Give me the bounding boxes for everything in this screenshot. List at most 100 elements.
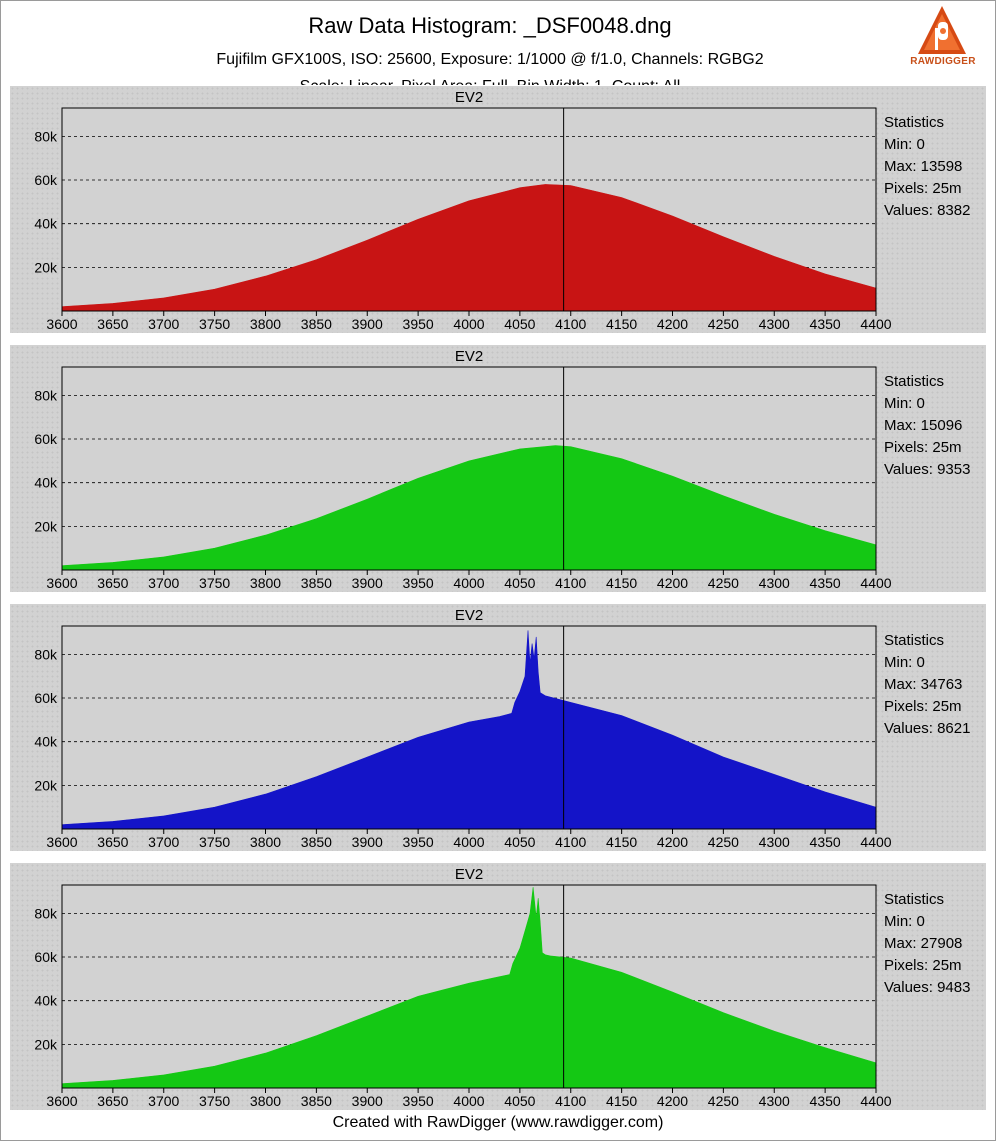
x-tick-label: 4350 bbox=[810, 316, 841, 332]
footer-credit: Created with RawDigger (www.rawdigger.co… bbox=[332, 1114, 664, 1131]
x-tick-label: 4000 bbox=[453, 575, 484, 591]
stats-values: Values: 8382 bbox=[884, 202, 971, 219]
x-tick-label: 4250 bbox=[708, 316, 739, 332]
histogram-area-G2 bbox=[61, 887, 877, 1089]
histogram-panel-red: 20k 40k 60k 80k EV2 3600 3650 3700 3750 3800 3850 3… bbox=[10, 86, 986, 333]
x-tick-label: 3650 bbox=[97, 316, 128, 332]
x-tick-label: 3900 bbox=[352, 1093, 383, 1109]
y-tick-label: 20k bbox=[34, 518, 58, 534]
x-tick-label: 4300 bbox=[759, 1093, 790, 1109]
y-tick-label: 80k bbox=[34, 128, 58, 144]
x-tick-label: 4050 bbox=[504, 834, 535, 850]
x-tick-label: 3950 bbox=[403, 1093, 434, 1109]
x-tick-label: 3600 bbox=[46, 1093, 77, 1109]
x-tick-label: 3650 bbox=[97, 1093, 128, 1109]
x-tick-label: 3850 bbox=[301, 316, 332, 332]
x-tick-label: 4150 bbox=[606, 1093, 637, 1109]
x-tick-label: 4200 bbox=[657, 316, 688, 332]
x-tick-label: 4200 bbox=[657, 575, 688, 591]
histogram-area-G bbox=[61, 445, 877, 571]
x-tick-label: 4150 bbox=[606, 575, 637, 591]
x-tick-label: 3700 bbox=[148, 316, 179, 332]
stats-block: Statistics Min: 0 Max: 13598 Pixels: 25m… bbox=[884, 112, 970, 222]
stats-pixels: Pixels: 25m bbox=[884, 957, 962, 974]
x-tick-label: 4250 bbox=[708, 575, 739, 591]
logo-wordmark: RAWDIGGER bbox=[910, 56, 976, 67]
x-tick-label: 3750 bbox=[199, 834, 230, 850]
x-tick-label: 4000 bbox=[453, 1093, 484, 1109]
stats-heading: Statistics bbox=[884, 891, 945, 908]
stats-max: Max: 34763 bbox=[884, 676, 963, 693]
x-tick-label: 4200 bbox=[657, 1093, 688, 1109]
y-tick-label: 40k bbox=[34, 734, 58, 750]
y-tick-label: 60k bbox=[34, 431, 58, 447]
stats-max: Max: 13598 bbox=[884, 158, 963, 175]
x-tick-label: 4100 bbox=[555, 1093, 586, 1109]
x-tick-label: 4000 bbox=[453, 316, 484, 332]
x-tick-label: 3800 bbox=[250, 575, 281, 591]
stats-heading: Statistics bbox=[884, 373, 945, 390]
stats-max: Max: 15096 bbox=[884, 417, 963, 434]
x-tick-label: 4250 bbox=[708, 1093, 739, 1109]
x-tick-label: 3750 bbox=[199, 575, 230, 591]
x-tick-label: 4300 bbox=[759, 316, 790, 332]
stats-pixels: Pixels: 25m bbox=[884, 698, 962, 715]
x-tick-label: 4050 bbox=[504, 575, 535, 591]
x-tick-label: 3800 bbox=[250, 316, 281, 332]
x-tick-label: 3900 bbox=[352, 575, 383, 591]
histogram-panel-green2: 20k 40k 60k 80k EV2 3600 3650 3700 3750 3800 3850 3… bbox=[10, 863, 986, 1110]
x-tick-label: 4150 bbox=[606, 316, 637, 332]
chart-title: EV2 bbox=[455, 348, 483, 365]
x-tick-label: 4350 bbox=[810, 575, 841, 591]
x-tick-label: 4300 bbox=[759, 834, 790, 850]
y-tick-label: 20k bbox=[34, 1036, 58, 1052]
stats-block: Statistics Min: 0 Max: 34763 Pixels: 25m… bbox=[884, 630, 970, 740]
histogram-chart-green: 20k 40k 60k 80k EV2 3600 3650 3700 3750 3800 3850 3… bbox=[34, 348, 891, 591]
stats-values: Values: 9483 bbox=[884, 979, 971, 996]
x-tick-label: 3700 bbox=[148, 575, 179, 591]
x-tick-label: 4250 bbox=[708, 834, 739, 850]
x-tick-label: 4100 bbox=[555, 575, 586, 591]
y-tick-label: 40k bbox=[34, 216, 58, 232]
stats-min: Min: 0 bbox=[884, 654, 925, 671]
x-tick-label: 3800 bbox=[250, 1093, 281, 1109]
x-tick-label: 4350 bbox=[810, 834, 841, 850]
stats-min: Min: 0 bbox=[884, 395, 925, 412]
x-tick-label: 3750 bbox=[199, 1093, 230, 1109]
x-tick-label: 3700 bbox=[148, 1093, 179, 1109]
x-tick-label: 4400 bbox=[860, 316, 891, 332]
histogram-panel-green: 20k 40k 60k 80k EV2 3600 3650 3700 3750 3800 3850 3… bbox=[10, 345, 986, 592]
stats-min: Min: 0 bbox=[884, 913, 925, 930]
y-tick-label: 20k bbox=[34, 259, 58, 275]
x-tick-label: 3850 bbox=[301, 575, 332, 591]
x-tick-label: 4300 bbox=[759, 575, 790, 591]
y-tick-label: 80k bbox=[34, 387, 58, 403]
x-tick-label: 4200 bbox=[657, 834, 688, 850]
stats-heading: Statistics bbox=[884, 114, 945, 131]
x-tick-label: 4050 bbox=[504, 1093, 535, 1109]
y-tick-label: 60k bbox=[34, 949, 58, 965]
x-tick-label: 4400 bbox=[860, 834, 891, 850]
x-tick-label: 3700 bbox=[148, 834, 179, 850]
rawdigger-logo-icon bbox=[918, 6, 966, 54]
stats-pixels: Pixels: 25m bbox=[884, 180, 962, 197]
histogram-area-B bbox=[61, 630, 877, 830]
stats-block: Statistics Min: 0 Max: 15096 Pixels: 25m… bbox=[884, 371, 970, 481]
x-tick-label: 4100 bbox=[555, 834, 586, 850]
y-tick-label: 80k bbox=[34, 646, 58, 662]
stats-heading: Statistics bbox=[884, 632, 945, 649]
y-tick-label: 60k bbox=[34, 172, 58, 188]
y-tick-label: 40k bbox=[34, 993, 58, 1009]
x-tick-label: 4100 bbox=[555, 316, 586, 332]
x-tick-label: 3800 bbox=[250, 834, 281, 850]
x-tick-label: 3750 bbox=[199, 316, 230, 332]
x-tick-label: 3950 bbox=[403, 316, 434, 332]
x-tick-label: 3900 bbox=[352, 316, 383, 332]
x-tick-label: 3900 bbox=[352, 834, 383, 850]
x-tick-label: 4350 bbox=[810, 1093, 841, 1109]
histogram-chart-red: 20k 40k 60k 80k EV2 3600 3650 3700 3750 3800 3850 3… bbox=[34, 89, 891, 332]
stats-max: Max: 27908 bbox=[884, 935, 963, 952]
histogram-panel-blue: 20k 40k 60k 80k EV2 3600 3650 3700 3750 3800 3850 3… bbox=[10, 604, 986, 851]
x-tick-label: 4150 bbox=[606, 834, 637, 850]
x-tick-label: 4400 bbox=[860, 575, 891, 591]
